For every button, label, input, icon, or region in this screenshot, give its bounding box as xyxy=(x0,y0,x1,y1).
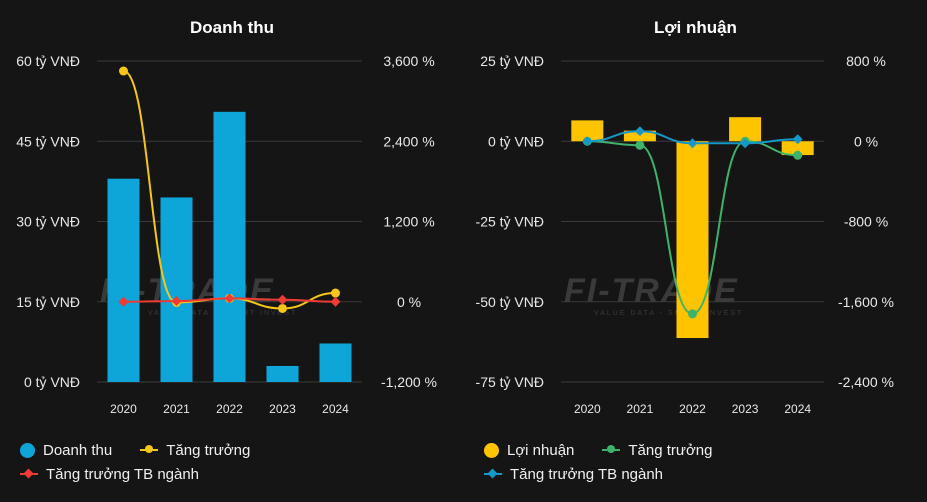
data-point xyxy=(171,296,182,307)
x-tick-label: 2024 xyxy=(322,402,349,416)
data-point xyxy=(331,288,340,298)
legend-line-icon xyxy=(20,468,38,479)
y-left-tick-label: 30 tỷ VNĐ xyxy=(16,214,80,230)
profit-chart-svg: -75 tỷ VNĐ -50 tỷ VNĐ -25 tỷ VNĐ 0 tỷ VNĐ 25… xyxy=(476,53,894,416)
y-left-tick-label: 45 tỷ VNĐ xyxy=(16,133,80,149)
y-left-tick-label: -75 tỷ VNĐ xyxy=(476,374,544,390)
chart-title: Lợi nhuận xyxy=(654,18,737,37)
legend-line-icon xyxy=(140,445,159,453)
legend-label: Doanh thu xyxy=(43,441,113,459)
data-point xyxy=(119,66,128,76)
x-tick-label: 2023 xyxy=(269,402,296,416)
y-right-tick-label: 0 % xyxy=(397,294,421,310)
bar xyxy=(107,178,140,382)
legend-item-revenue[interactable]: Doanh thu xyxy=(20,442,112,459)
y-left-tick-label: -50 tỷ VNĐ xyxy=(476,294,544,310)
legend-item-industry-growth[interactable]: Tăng trưởng TB ngành xyxy=(484,466,663,483)
y-right-tick-label: 2,400 % xyxy=(383,133,434,149)
x-tick-label: 2022 xyxy=(216,402,243,416)
y-left-tick-label: 15 tỷ VNĐ xyxy=(16,294,80,310)
legend-label: Tăng trưởng xyxy=(628,441,713,459)
data-point xyxy=(687,138,698,149)
chart-title: Doanh thu xyxy=(189,18,275,37)
bar xyxy=(319,343,352,382)
y-left-tick-label: 25 tỷ VNĐ xyxy=(480,53,544,69)
y-right-tick-label: -1,200 % xyxy=(381,374,437,390)
legend-label: Tăng trưởng TB ngành xyxy=(46,465,200,483)
data-point xyxy=(330,296,341,307)
x-tick-label: 2020 xyxy=(110,402,137,416)
data-point xyxy=(688,309,697,319)
x-tick-label: 2020 xyxy=(574,402,601,416)
data-point xyxy=(793,150,803,160)
revenue-chart-panel: Doanh thu FI-TRADE VALUE DATA - SMART IN… xyxy=(16,18,437,486)
y-right-tick-label: 0 % xyxy=(854,133,878,149)
bar xyxy=(781,141,814,156)
x-tick-label: 2022 xyxy=(679,402,706,416)
legend-item-industry-growth[interactable]: Tăng trưởng TB ngành xyxy=(20,466,199,483)
legend-label: Tăng trưởng TB ngành xyxy=(510,465,664,483)
y-left-tick-label: 60 tỷ VNĐ xyxy=(16,53,80,69)
legend: Lợi nhuận Tăng trưởng Tăng trưởng TB ngà… xyxy=(484,438,740,486)
y-right-tick-label: -1,600 % xyxy=(838,294,894,310)
bar xyxy=(266,365,299,382)
revenue-chart-svg: 0 tỷ VNĐ 15 tỷ VNĐ 30 tỷ VNĐ 45 tỷ VNĐ 60 tỷ… xyxy=(16,53,437,416)
watermark-sub: VALUE DATA - SMART INVEST xyxy=(594,310,744,317)
y-left-tick-label: 0 tỷ VNĐ xyxy=(24,374,80,390)
x-tick-label: 2024 xyxy=(784,402,811,416)
bar xyxy=(213,111,246,382)
y-right-tick-label: 800 % xyxy=(846,53,886,69)
legend-line-icon xyxy=(484,468,502,479)
data-point xyxy=(634,126,645,137)
profit-chart-panel: Lợi nhuận FI-TRADE VALUE DATA - SMART IN… xyxy=(464,0,927,502)
legend-item-growth[interactable]: Tăng trưởng xyxy=(140,442,250,459)
y-right-tick-label: -2,400 % xyxy=(838,374,894,390)
y-right-tick-label: 1,200 % xyxy=(383,214,434,230)
x-tick-label: 2021 xyxy=(163,402,190,416)
bar xyxy=(676,141,709,339)
legend-line-icon xyxy=(602,445,621,453)
data-point xyxy=(792,134,803,145)
data-point xyxy=(278,303,287,313)
y-left-tick-label: -25 tỷ VNĐ xyxy=(476,214,544,230)
y-left-tick-label: 0 tỷ VNĐ xyxy=(488,133,544,149)
bar xyxy=(571,120,604,142)
legend: Doanh thu Tăng trưởng Tăng trưởng TB ngà… xyxy=(20,438,278,486)
data-point xyxy=(224,293,235,304)
legend-dot-icon xyxy=(484,442,499,458)
x-tick-label: 2023 xyxy=(732,402,759,416)
legend-item-profit[interactable]: Lợi nhuận xyxy=(484,442,574,459)
x-tick-label: 2021 xyxy=(627,402,654,416)
legend-label: Tăng trưởng xyxy=(166,441,251,459)
data-point xyxy=(277,294,288,305)
bar xyxy=(160,197,193,382)
legend-dot-icon xyxy=(20,442,35,458)
legend-item-growth[interactable]: Tăng trưởng xyxy=(602,442,712,459)
y-right-tick-label: 3,600 % xyxy=(383,53,434,69)
data-point xyxy=(740,138,751,149)
y-right-tick-label: -800 % xyxy=(844,214,888,230)
data-point xyxy=(635,140,645,150)
legend-label: Lợi nhuận xyxy=(507,441,575,459)
